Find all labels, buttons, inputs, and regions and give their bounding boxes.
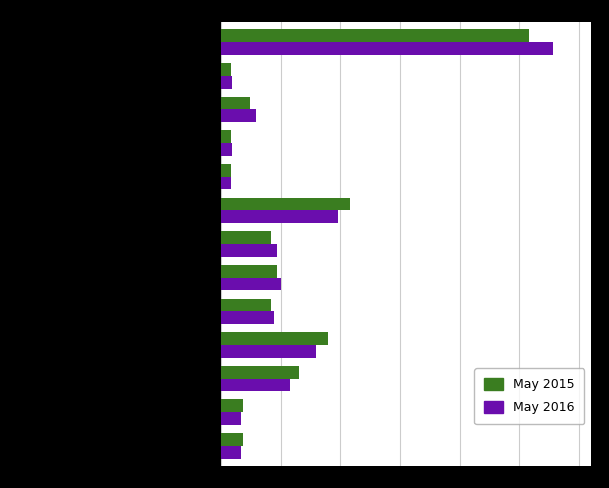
- Bar: [221, 177, 231, 189]
- Bar: [221, 42, 552, 55]
- Bar: [221, 379, 290, 391]
- Bar: [221, 109, 256, 122]
- Bar: [221, 143, 232, 156]
- Bar: [221, 265, 277, 278]
- Bar: [221, 299, 271, 311]
- Bar: [221, 130, 231, 143]
- Bar: [221, 198, 350, 210]
- Bar: [221, 446, 241, 459]
- Bar: [221, 433, 242, 446]
- Bar: [221, 332, 328, 345]
- Bar: [221, 345, 317, 358]
- Bar: [221, 399, 242, 412]
- Bar: [221, 97, 250, 109]
- Bar: [221, 76, 232, 88]
- Bar: [221, 63, 231, 76]
- Bar: [221, 412, 241, 425]
- Bar: [221, 164, 231, 177]
- Bar: [221, 210, 338, 223]
- Bar: [221, 244, 277, 257]
- Legend: May 2015, May 2016: May 2015, May 2016: [474, 368, 585, 424]
- Bar: [221, 231, 271, 244]
- Bar: [221, 311, 273, 324]
- Bar: [221, 366, 298, 379]
- Bar: [221, 29, 529, 42]
- Bar: [221, 278, 281, 290]
